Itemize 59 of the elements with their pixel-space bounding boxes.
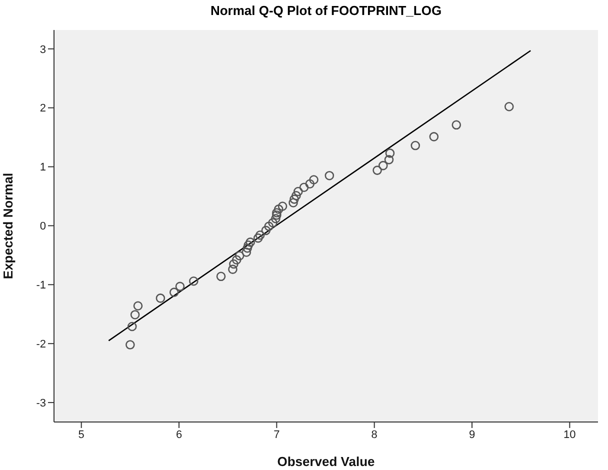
point bbox=[246, 238, 255, 247]
point bbox=[288, 198, 298, 208]
y-tick-label: -2 bbox=[36, 338, 46, 351]
point bbox=[452, 120, 462, 130]
point bbox=[299, 182, 309, 192]
point bbox=[294, 186, 303, 196]
point bbox=[385, 148, 395, 158]
point bbox=[292, 190, 301, 200]
y-tick-label: 1 bbox=[40, 162, 46, 174]
y-tick-label: 2 bbox=[40, 102, 46, 115]
point bbox=[216, 272, 226, 282]
point bbox=[156, 294, 166, 303]
point bbox=[133, 301, 143, 311]
point bbox=[384, 155, 394, 164]
point bbox=[255, 230, 265, 240]
point bbox=[264, 222, 274, 231]
y-tick-label: 0 bbox=[40, 220, 46, 233]
point bbox=[268, 218, 278, 228]
point bbox=[378, 160, 388, 170]
point bbox=[272, 208, 282, 218]
y-tick-label: -3 bbox=[36, 397, 46, 410]
point bbox=[242, 248, 252, 257]
point bbox=[242, 243, 252, 253]
point bbox=[127, 322, 137, 332]
point bbox=[290, 194, 299, 204]
point bbox=[429, 132, 439, 142]
x-tick-label: 8 bbox=[371, 428, 378, 441]
point bbox=[189, 276, 198, 286]
point bbox=[278, 202, 288, 211]
y-tick-label: -1 bbox=[36, 280, 46, 292]
point bbox=[272, 210, 282, 220]
point bbox=[229, 259, 238, 269]
point bbox=[410, 140, 420, 150]
point bbox=[130, 310, 140, 320]
x-tick-label: 7 bbox=[274, 428, 280, 441]
point bbox=[244, 240, 254, 250]
y-axis-title: Expected Normal bbox=[0, 172, 16, 280]
x-tick-label: 5 bbox=[78, 428, 84, 441]
point bbox=[324, 170, 334, 180]
x-tick-label: 6 bbox=[176, 428, 182, 441]
x-axis-title: Observed Value bbox=[277, 454, 375, 469]
point bbox=[126, 340, 135, 350]
y-tick-label: 3 bbox=[40, 44, 46, 56]
point bbox=[234, 251, 244, 260]
point bbox=[504, 102, 514, 112]
point bbox=[175, 282, 185, 292]
point bbox=[305, 179, 315, 189]
point bbox=[261, 226, 271, 236]
point bbox=[228, 264, 238, 274]
point bbox=[309, 175, 318, 184]
point bbox=[253, 233, 263, 243]
point bbox=[232, 255, 242, 265]
point bbox=[271, 214, 280, 224]
point bbox=[372, 166, 382, 175]
x-tick-label: 10 bbox=[564, 428, 576, 441]
chart-title: Normal Q-Q Plot of FOOTPRINT_LOG bbox=[209, 3, 443, 18]
x-tick-label: 9 bbox=[468, 428, 476, 441]
point bbox=[169, 288, 179, 297]
point bbox=[274, 204, 284, 214]
